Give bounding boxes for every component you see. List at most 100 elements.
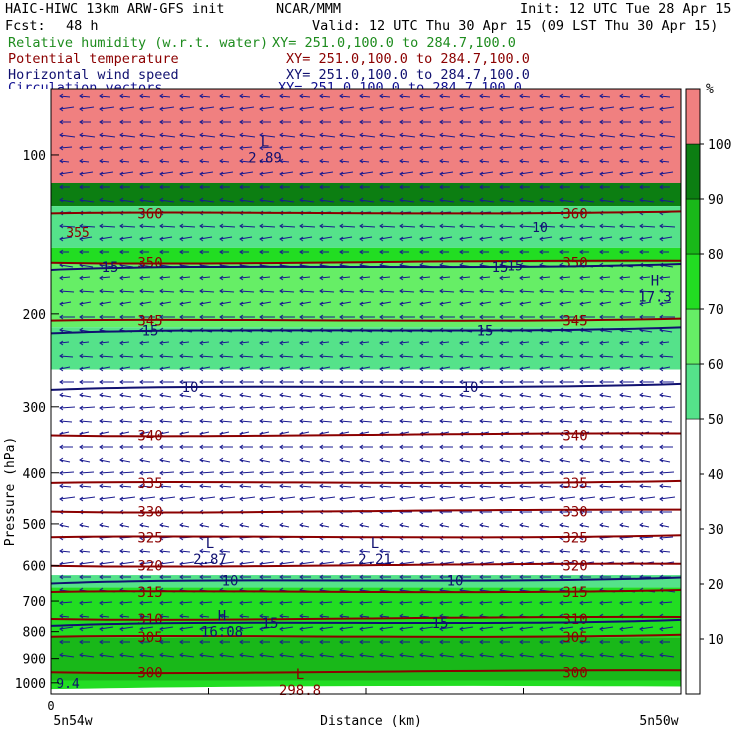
- wind-vector: [159, 171, 174, 177]
- wind-vector: [419, 275, 431, 281]
- wind-vector: [239, 184, 250, 190]
- wind-vector: [599, 509, 612, 515]
- wind-speed-label: 10: [182, 380, 199, 396]
- wind-vector: [279, 405, 296, 411]
- wind-vector: [319, 171, 334, 177]
- wind-vector: [539, 652, 555, 658]
- wind-vector: [479, 379, 494, 385]
- wind-vector: [579, 223, 596, 229]
- wind-vector: [159, 223, 176, 229]
- wind-vector: [539, 457, 551, 463]
- extremum-symbol: L: [371, 536, 379, 552]
- extremum-symbol: L: [206, 536, 214, 552]
- wind-vector: [339, 366, 351, 372]
- wind-vector: [539, 171, 554, 177]
- wind-vector: [239, 119, 251, 125]
- wind-vector: [259, 106, 275, 112]
- colorbar-band: [685, 143, 701, 200]
- wind-vector: [499, 418, 513, 424]
- wind-vector: [499, 444, 513, 450]
- wind-vector: [99, 626, 114, 632]
- wind-vector: [599, 600, 613, 606]
- wind-vector: [519, 600, 533, 606]
- wind-vector: [479, 249, 489, 255]
- wind-vector: [479, 652, 495, 658]
- wind-vector: [119, 652, 135, 658]
- wind-vector: [639, 639, 650, 645]
- wind-vector: [659, 522, 670, 528]
- wind-vector: [599, 119, 611, 125]
- wind-vector: [59, 288, 75, 294]
- wind-vector: [179, 93, 191, 99]
- wind-vector: [379, 223, 396, 229]
- wind-vector: [99, 236, 113, 242]
- wind-vector: [119, 145, 133, 151]
- wind-vector: [619, 639, 630, 645]
- wind-vector: [579, 171, 594, 177]
- wind-vector: [319, 106, 335, 112]
- wind-vector: [399, 236, 413, 242]
- wind-vector: [239, 483, 252, 489]
- colorbar-band: [685, 253, 701, 310]
- wind-vector: [319, 314, 335, 320]
- wind-vector: [519, 626, 534, 632]
- field-xy-theta: XY= 251.0,100.0 to 284.7,100.0: [286, 51, 530, 67]
- wind-vector: [499, 652, 515, 658]
- wind-vector: [159, 483, 172, 489]
- wind-vector: [439, 379, 454, 385]
- wind-speed-contour-line: [50, 576, 682, 585]
- wind-vector: [319, 418, 333, 424]
- wind-vector: [659, 470, 675, 476]
- wind-vector: [399, 639, 410, 645]
- wind-vector: [79, 457, 91, 463]
- wind-vector: [179, 600, 193, 606]
- colorbar-tick-label: 10: [708, 633, 724, 648]
- wind-vector: [519, 483, 532, 489]
- wind-vector: [579, 119, 591, 125]
- wind-vector: [199, 600, 213, 606]
- wind-vector: [179, 353, 194, 359]
- wind-vector: [99, 470, 115, 476]
- extremum-value: 16.08: [201, 624, 243, 640]
- wind-vector: [399, 158, 410, 164]
- wind-vector: [459, 353, 474, 359]
- wind-vector: [479, 600, 493, 606]
- wind-vector: [359, 457, 371, 463]
- wind-vector: [299, 574, 311, 580]
- wind-vector: [379, 353, 394, 359]
- wind-vector: [399, 626, 414, 632]
- wind-vector: [659, 379, 674, 385]
- wind-vector: [619, 93, 631, 99]
- wind-vector: [259, 288, 275, 294]
- wind-vector: [619, 158, 630, 164]
- wind-vector: [339, 470, 355, 476]
- wind-vector: [399, 444, 413, 450]
- wind-vector: [99, 418, 113, 424]
- wind-vector: [99, 366, 111, 372]
- wind-vector: [199, 314, 215, 320]
- wind-vector: [399, 470, 415, 476]
- wind-vector: [139, 613, 150, 619]
- wind-vector: [259, 418, 273, 424]
- wind-vector: [299, 405, 316, 411]
- wind-vector: [619, 652, 635, 658]
- wind-vector: [479, 574, 491, 580]
- wind-vector: [219, 184, 230, 190]
- colorbar-band: [685, 308, 701, 365]
- theta-contour-line: [50, 317, 682, 322]
- wind-vector: [379, 626, 394, 632]
- extremum-value: 17.3: [638, 290, 672, 306]
- wind-vector: [279, 652, 295, 658]
- wind-vector: [639, 600, 653, 606]
- wind-vector: [499, 470, 515, 476]
- wind-vector: [559, 457, 571, 463]
- wind-vector: [199, 223, 216, 229]
- wind-vector: [139, 405, 156, 411]
- wind-vector: [99, 93, 111, 99]
- wind-vector: [179, 275, 191, 281]
- wind-vector: [379, 496, 396, 502]
- wind-vector: [599, 626, 614, 632]
- wind-vector: [79, 106, 95, 112]
- wind-vector: [419, 470, 435, 476]
- wind-vector: [379, 639, 390, 645]
